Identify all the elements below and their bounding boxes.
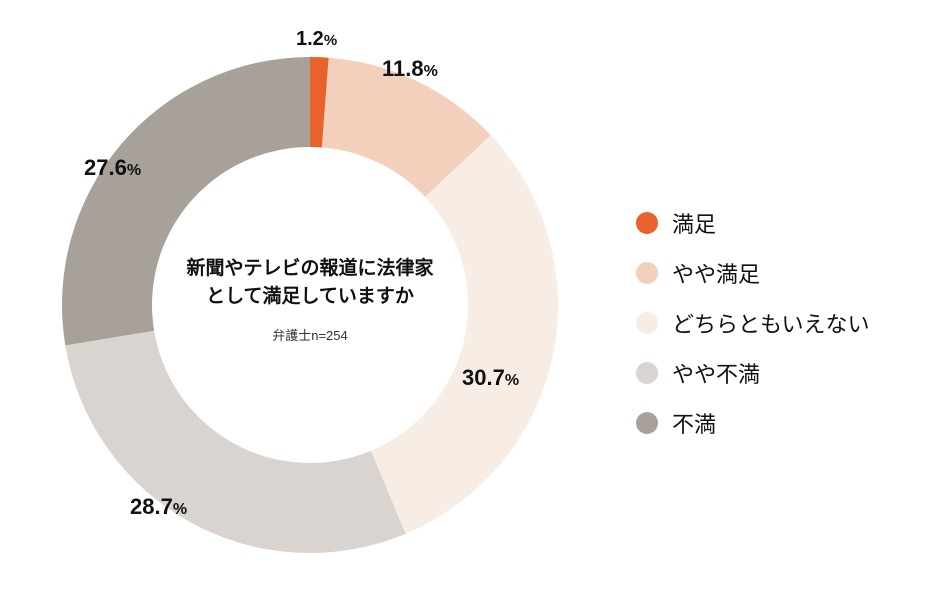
donut-slice-yaya_fuman — [65, 331, 405, 553]
legend-label: 満足 — [672, 207, 716, 239]
donut-slice-dochira — [371, 135, 558, 534]
legend-item-yaya_fuman: やや不満 — [636, 357, 870, 389]
legend-item-fuman: 不満 — [636, 407, 870, 439]
legend-label: どちらともいえない — [672, 307, 870, 339]
legend-item-manzoku: 満足 — [636, 207, 870, 239]
chart-stage: 新聞やテレビの報道に法律家 として満足していますか 弁護士n=254 満足やや満… — [0, 0, 934, 602]
legend-swatch — [636, 212, 658, 234]
legend: 満足やや満足どちらともいえないやや不満不満 — [636, 207, 870, 439]
legend-label: やや満足 — [672, 257, 760, 289]
legend-swatch — [636, 312, 658, 334]
legend-item-dochira: どちらともいえない — [636, 307, 870, 339]
donut-slice-fuman — [62, 57, 310, 345]
legend-swatch — [636, 362, 658, 384]
legend-swatch — [636, 262, 658, 284]
legend-label: やや不満 — [672, 357, 760, 389]
legend-item-yaya_manzoku: やや満足 — [636, 257, 870, 289]
legend-label: 不満 — [672, 407, 716, 439]
legend-swatch — [636, 412, 658, 434]
